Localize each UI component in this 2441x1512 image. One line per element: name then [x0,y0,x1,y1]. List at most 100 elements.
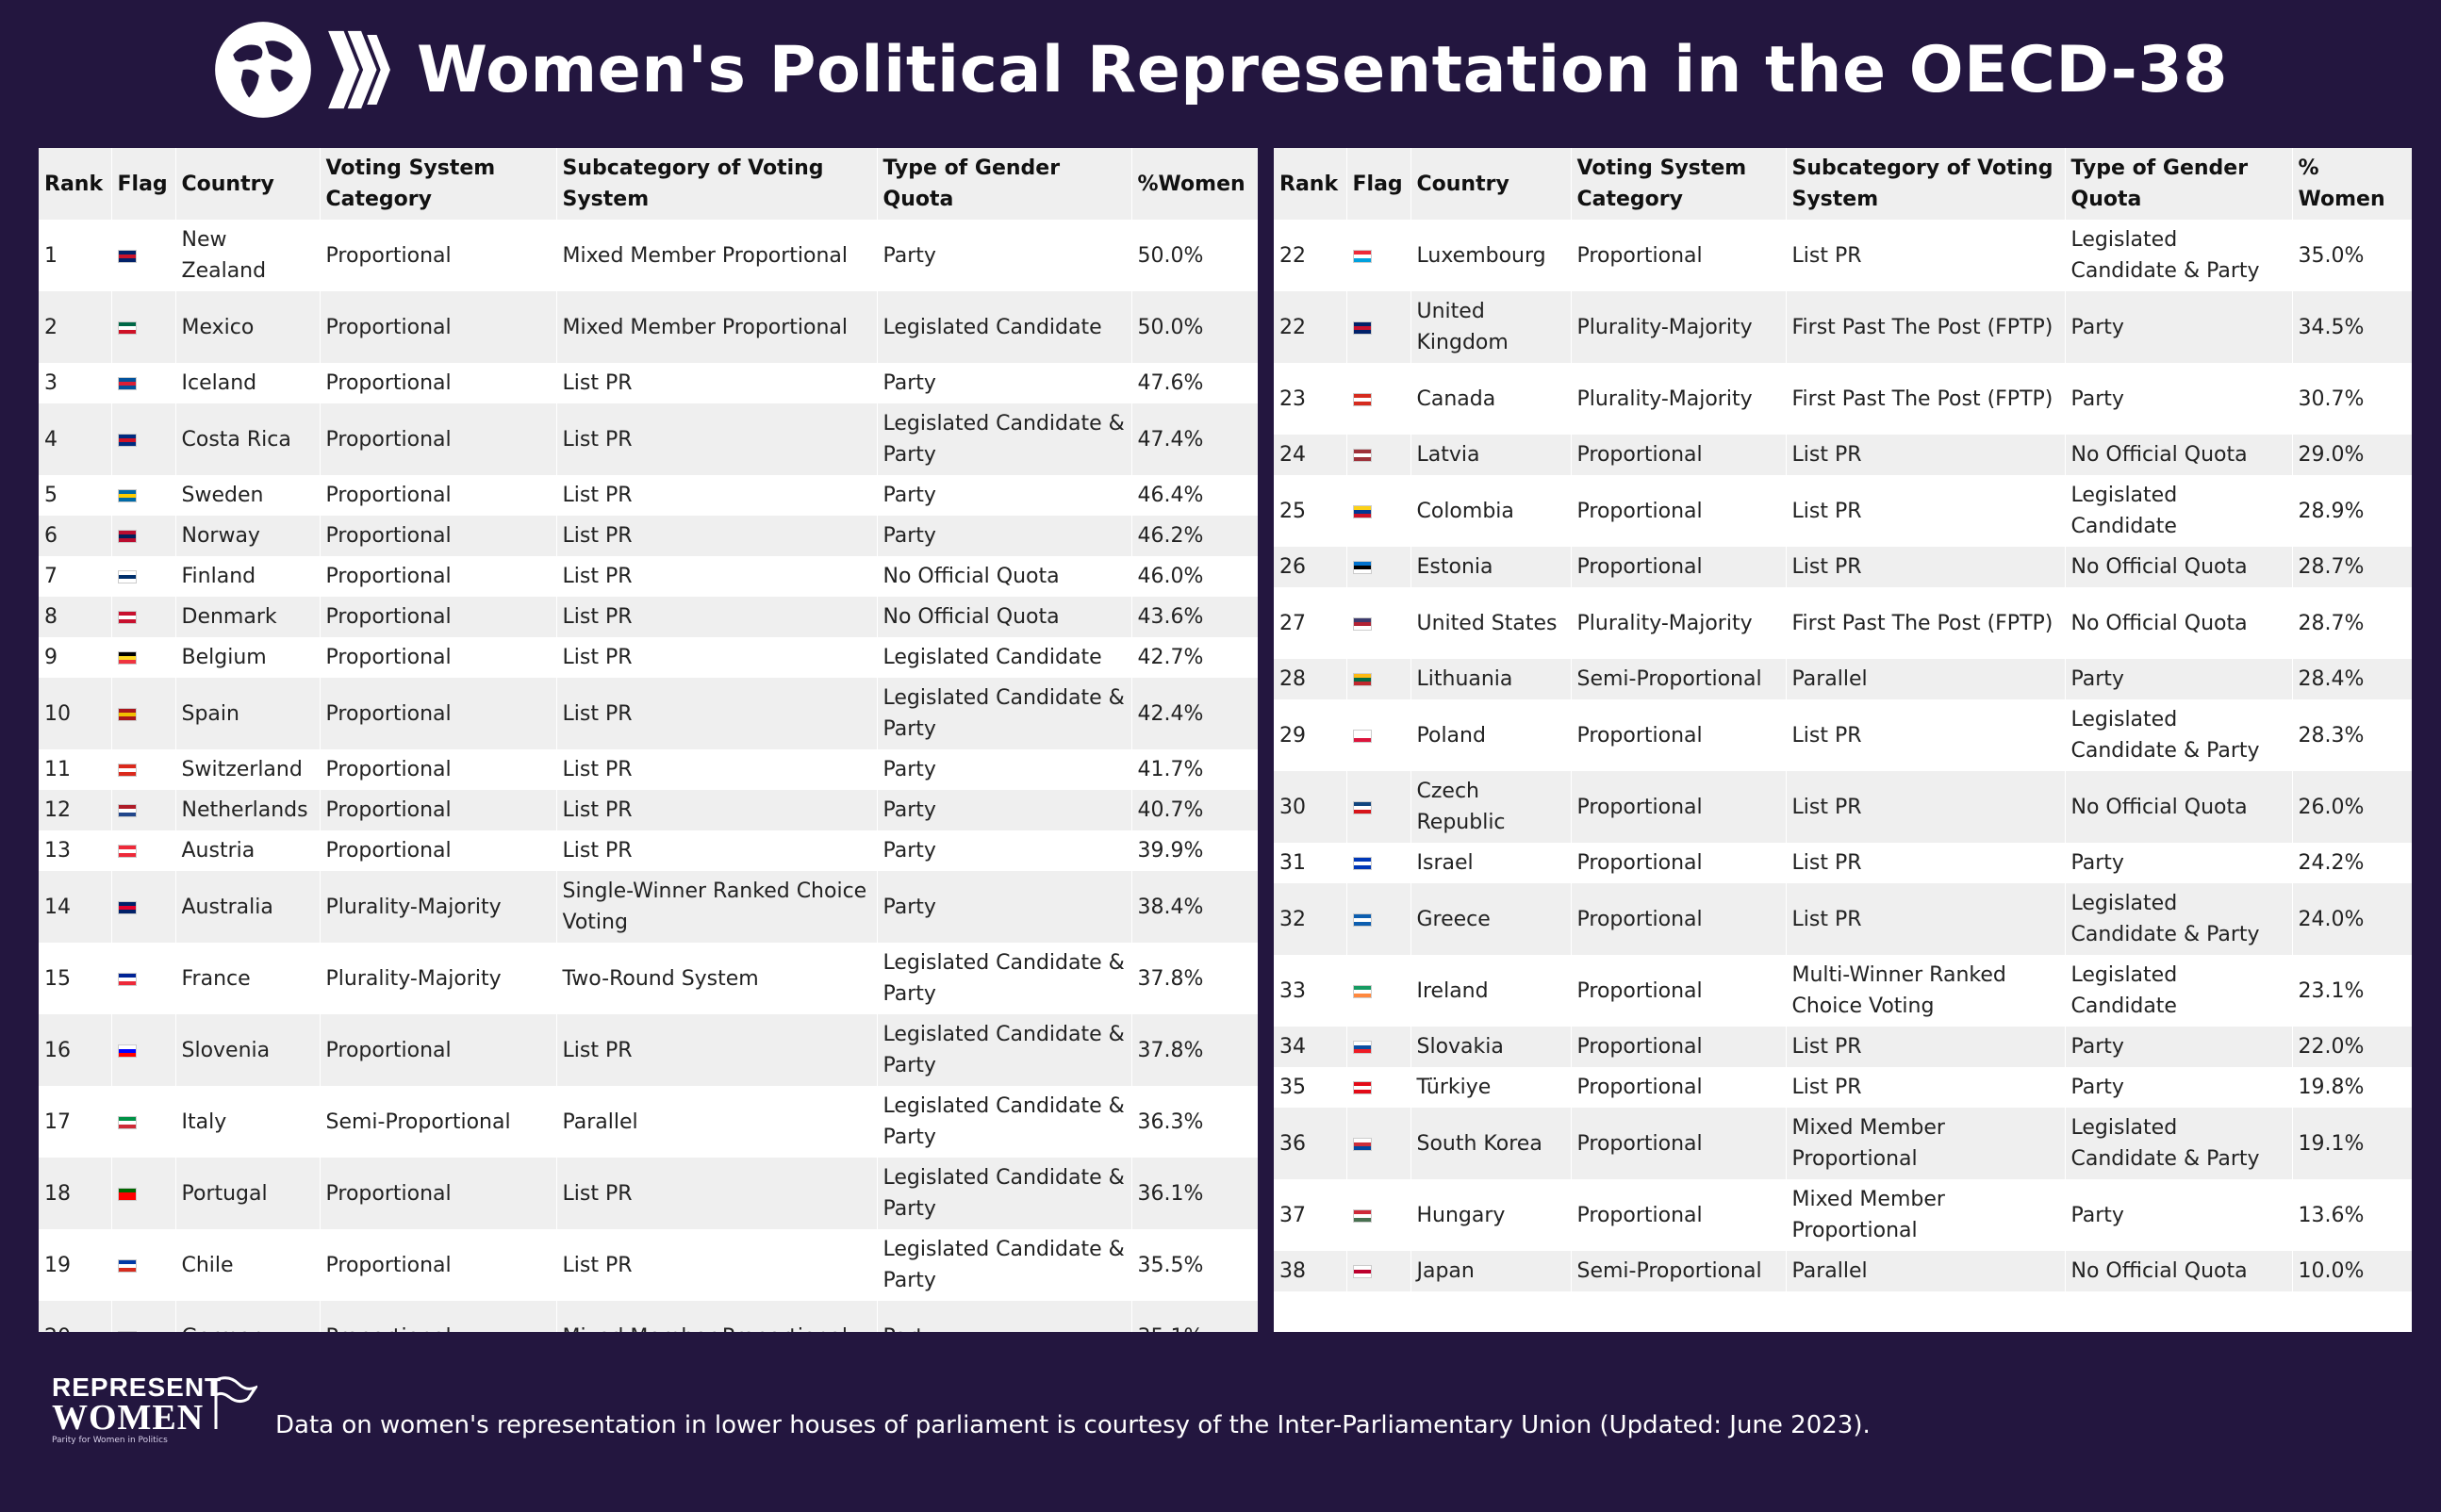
voting-system-cell: Proportional [1571,843,1787,883]
women-percent-cell: 35.5% [1131,1229,1258,1301]
country-cell: Mexico [175,291,321,363]
logo-text-top: REPRESENT [52,1372,223,1402]
subcategory-cell: Mixed Member Proportional [556,1301,878,1332]
flag-cell [1346,547,1411,587]
rank-cell: 10 [39,678,112,749]
subcategory-cell: List PR [556,556,878,597]
subcategory-cell: Mixed Member Proportional [556,291,878,363]
globe-logo-icon [215,22,311,118]
country-flag-icon [117,764,137,777]
voting-system-cell: Proportional [320,678,557,749]
table-row: 20 GermanyProportionalMixed Member Propor… [39,1301,1258,1332]
rank-cell: 16 [39,1014,112,1086]
subcategory-cell: List PR [556,1158,878,1229]
table-row: 3 Iceland Proportional List PR Party 47.6% [39,363,1258,403]
country-cell: Slovenia [175,1014,321,1086]
rank-cell: 13 [39,830,112,871]
flag-cell [1346,220,1411,291]
flag-cell [111,363,176,403]
table-row: 13 Austria Proportional List PR Party 39.9% [39,830,1258,871]
rank-cell: 33 [1274,955,1347,1027]
country-cell: United States [1410,587,1572,659]
country-cell: Australia [175,871,321,943]
flag-cell [1346,587,1411,659]
country-cell: Ireland [1410,955,1572,1027]
voting-system-cell: Plurality-Majority [1571,363,1787,435]
women-percent-cell: 46.2% [1131,516,1258,556]
women-percent-cell: 40.7% [1131,790,1258,830]
women-percent-cell: 28.9% [2292,475,2412,547]
country-cell: Colombia [1410,475,1572,547]
gender-quota-cell: Legislated Candidate & Party [2065,883,2293,955]
table-row: 8 Denmark Proportional List PR No Official Q… [39,597,1258,637]
chevrons-icon [328,30,390,109]
subcategory-cell: List PR [556,790,878,830]
country-flag-icon [1352,1137,1372,1151]
country-flag-icon [117,611,137,624]
subcategory-cell: List PR [1786,1027,2066,1067]
flag-cell [1346,699,1411,771]
country-cell: Israel [1410,843,1572,883]
country-flag-icon [117,707,137,721]
women-percent-cell: 24.0% [2292,883,2412,955]
country-cell: Lithuania [1410,659,1572,699]
voting-system-cell: Semi-Proportional [320,1086,557,1158]
country-cell: Hungary [1410,1179,1572,1251]
gender-quota-cell: Legislated Candidate & Party [877,1086,1132,1158]
page-title: Women's Political Representation in the … [417,32,2228,107]
voting-system-cell: Proportional [320,556,557,597]
subcategory-cell: Two-Round System [556,943,878,1014]
subcategory-cell: First Past The Post (FPTP) [1786,363,2066,435]
rank-cell: 2 [39,291,112,363]
country-cell: Spain [175,678,321,749]
voting-system-cell: Proportional [1571,1027,1787,1067]
subcategory-cell: List PR [1786,771,2066,843]
table-row: 18 Portugal Proportional List PR Legislated … [39,1158,1258,1229]
subcategory-cell: List PR [556,749,878,790]
flag-cell [111,1158,176,1229]
table-row: 7 Finland Proportional List PR No Official Q… [39,556,1258,597]
gender-quota-cell: Party [877,363,1132,403]
gender-quota-cell: Legislated Candidate [2065,955,2293,1027]
voting-system-cell: Proportional [1571,1179,1787,1251]
voting-system-cell: Plurality-Majority [1571,291,1787,363]
voting-system-cell: Proportional [1571,475,1787,547]
rank-cell: 19 [39,1229,112,1301]
represent-women-logo: REPRESENT WOMEN Parity for Women in Poli… [52,1372,278,1445]
women-percent-cell: 28.7% [2292,587,2412,659]
table-row: 11 Switzerland Proportional List PR Party 41.… [39,749,1258,790]
country-cell: Denmark [175,597,321,637]
flag-cell [1346,1179,1411,1251]
flag-cell [111,790,176,830]
country-cell: Costa Rica [175,403,321,475]
gender-quota-cell: Legislated Candidate & Party [877,943,1132,1014]
country-cell: Italy [175,1086,321,1158]
gender-quota-cell: Party [2065,363,2293,435]
rank-cell: 26 [1274,547,1347,587]
rank-cell: 34 [1274,1027,1347,1067]
table-row: 24 Latvia Proportional List PR No Official Q… [1274,435,2412,475]
women-percent-cell: 36.1% [1131,1158,1258,1229]
rank-cell: 4 [39,403,112,475]
gender-quota-cell: Party [877,749,1132,790]
rank-cell: 28 [1274,659,1347,699]
table-row: 34 Slovakia Proportional List PR Party 22.0% [1274,1027,2412,1067]
flag-cell [111,1086,176,1158]
table-row: 28 Lithuania Semi-Proportional Parallel Part… [1274,659,2412,699]
country-flag-icon [117,972,137,986]
country-flag-icon [117,900,137,914]
flag-cell [111,871,176,943]
header-women-percent: % Women [2292,148,2412,220]
voting-system-cell: Proportional [1571,883,1787,955]
women-percent-cell: 29.0% [2292,435,2412,475]
table-row: 12 Netherlands Proportional List PR Party 40.… [39,790,1258,830]
flag-cell [111,556,176,597]
women-percent-cell: 35.1% [1131,1301,1258,1332]
rank-cell: 5 [39,475,112,516]
header-women-percent: %Women [1131,148,1258,220]
gender-quota-cell: Party [877,830,1132,871]
subcategory-cell: List PR [556,363,878,403]
table-row: 29 Poland Proportional List PR Legislated Ca… [1274,699,2412,771]
flag-cell [111,830,176,871]
voting-system-cell: Proportional [320,830,557,871]
